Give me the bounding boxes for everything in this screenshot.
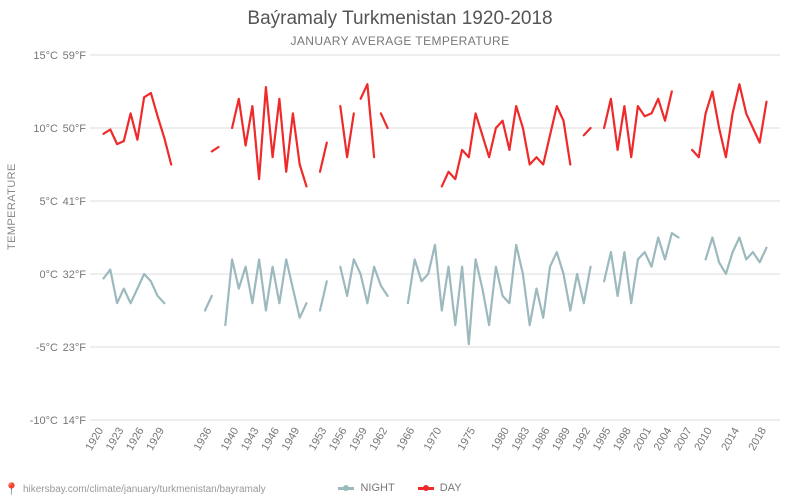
data-series: [104, 84, 767, 344]
svg-text:2014: 2014: [719, 426, 742, 453]
legend-swatch-day: [418, 487, 434, 490]
series-day: [604, 92, 672, 158]
svg-text:1940: 1940: [219, 426, 242, 453]
svg-text:1970: 1970: [422, 426, 445, 453]
series-night: [408, 245, 591, 344]
svg-text:2004: 2004: [652, 426, 675, 453]
svg-text:2001: 2001: [631, 426, 654, 453]
svg-text:1929: 1929: [144, 426, 167, 453]
svg-text:2010: 2010: [692, 426, 715, 453]
svg-text:0°C: 0°C: [40, 269, 59, 281]
svg-text:1923: 1923: [104, 426, 127, 453]
series-night: [320, 281, 327, 310]
svg-text:1995: 1995: [591, 426, 614, 453]
series-day: [692, 84, 766, 157]
svg-text:14°F: 14°F: [63, 415, 87, 427]
plot-svg: -10°C -5°C 0°C 5°C 10°C 15°C 14°F 23°F 32°F 41°F…: [0, 0, 800, 500]
svg-text:1980: 1980: [489, 425, 512, 452]
svg-text:10°C: 10°C: [33, 123, 58, 135]
source-credit: 📍 hikersbay.com/climate/january/turkmeni…: [4, 482, 266, 496]
svg-text:2018: 2018: [746, 426, 769, 453]
svg-text:1998: 1998: [611, 426, 634, 453]
legend-item-day: DAY: [418, 482, 462, 494]
svg-text:1926: 1926: [124, 426, 147, 453]
svg-text:2007: 2007: [672, 426, 695, 453]
legend-swatch-night: [338, 487, 354, 490]
series-day: [584, 128, 591, 135]
series-night: [205, 296, 212, 311]
x-ticks: 1920192319261929 193619401943194619491953…: [83, 425, 769, 452]
svg-text:41°F: 41°F: [63, 196, 87, 208]
series-day: [442, 106, 571, 186]
series-night: [225, 259, 306, 325]
svg-text:5°C: 5°C: [40, 196, 59, 208]
temperature-chart: Baýramaly Turkmenistan 1920-2018 JANUARY…: [0, 0, 800, 500]
series-night: [604, 233, 678, 303]
series-night: [104, 270, 165, 304]
legend-label-night: NIGHT: [360, 482, 394, 494]
svg-text:1953: 1953: [307, 426, 330, 453]
svg-text:-10°C: -10°C: [30, 415, 58, 427]
y-ticks-fahrenheit: 14°F 23°F 32°F 41°F 50°F 59°F: [63, 50, 87, 427]
svg-text:1962: 1962: [368, 426, 391, 453]
series-night: [340, 259, 387, 303]
svg-text:1989: 1989: [550, 426, 573, 453]
svg-text:15°C: 15°C: [33, 50, 58, 62]
svg-text:1956: 1956: [327, 426, 350, 453]
svg-text:1946: 1946: [259, 426, 282, 453]
svg-text:50°F: 50°F: [63, 123, 87, 135]
svg-text:1936: 1936: [192, 426, 215, 453]
credit-text: hikersbay.com/climate/january/turkmenist…: [23, 484, 266, 495]
series-day: [381, 113, 388, 128]
svg-text:1959: 1959: [347, 426, 370, 453]
svg-text:1966: 1966: [395, 426, 418, 453]
series-night: [706, 238, 767, 275]
svg-text:1986: 1986: [530, 426, 553, 453]
y-ticks-celsius: -10°C -5°C 0°C 5°C 10°C 15°C: [30, 50, 58, 427]
svg-text:23°F: 23°F: [63, 342, 87, 354]
series-day: [340, 106, 354, 157]
series-day: [232, 87, 306, 186]
svg-text:1920: 1920: [83, 426, 106, 453]
svg-text:-5°C: -5°C: [36, 342, 58, 354]
svg-text:1992: 1992: [571, 426, 594, 453]
svg-text:1943: 1943: [239, 426, 262, 453]
series-day: [361, 84, 375, 157]
svg-text:1983: 1983: [510, 426, 533, 453]
series-day: [212, 147, 219, 151]
legend-item-night: NIGHT: [338, 482, 394, 494]
series-day: [104, 93, 172, 165]
svg-text:1949: 1949: [280, 426, 303, 453]
svg-text:59°F: 59°F: [63, 50, 87, 62]
svg-text:1975: 1975: [456, 426, 479, 453]
location-pin-icon: 📍: [4, 482, 19, 496]
legend-label-day: DAY: [440, 482, 462, 494]
svg-text:32°F: 32°F: [63, 269, 87, 281]
series-day: [320, 143, 327, 172]
